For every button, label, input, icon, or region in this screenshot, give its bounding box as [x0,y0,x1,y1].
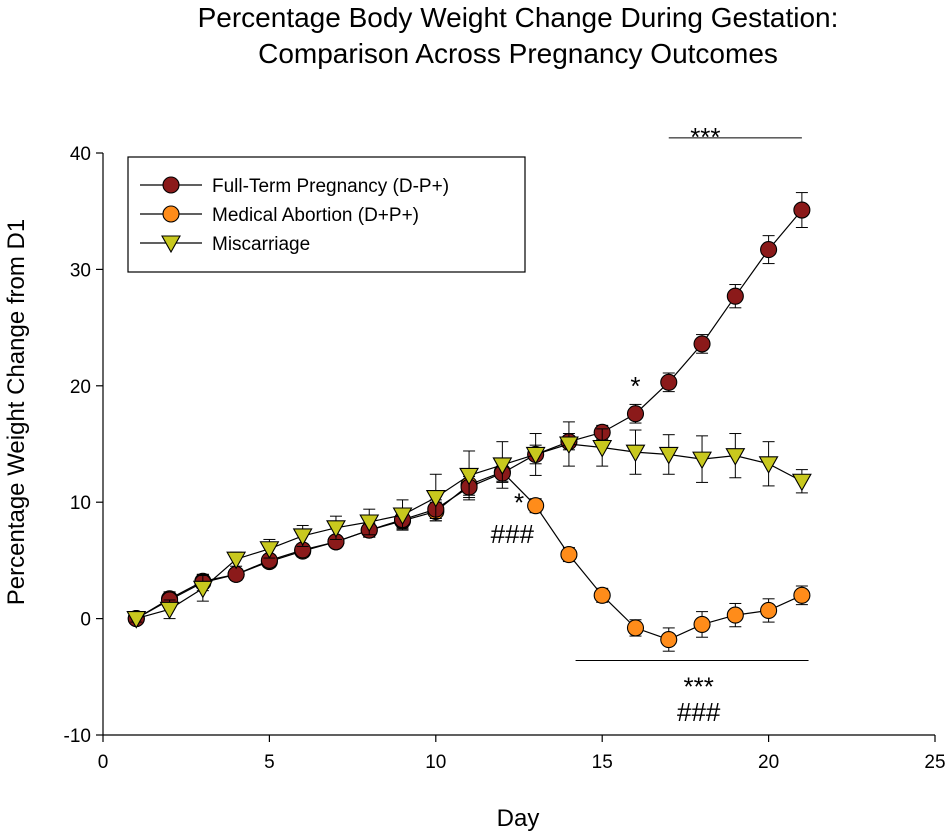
data-point [760,241,778,259]
x-tick-label: 5 [264,752,275,773]
data-point [259,541,280,559]
data-point [791,473,812,492]
data-point [459,467,480,486]
data-point [525,446,546,465]
data-point [558,436,579,455]
legend-label: Miscarriage [212,234,310,255]
data-point [626,405,645,423]
data-point [527,497,545,515]
data-point [725,448,746,466]
data-point [693,335,711,353]
data-point [793,586,811,604]
data-point [192,580,213,599]
legend-marker [162,176,180,194]
y-axis-label: Percentage Weight Change from D1 [3,219,30,605]
data-point [660,631,678,649]
data-point [692,451,712,470]
significance-mark: *** [684,671,714,701]
data-point [425,489,446,508]
y-tick-label: -10 [64,726,91,747]
chart-title-line-2: Comparison Across Pregnancy Outcomes [258,38,778,69]
data-point [392,507,413,526]
data-point [625,444,646,463]
data-point [326,520,346,538]
legend-marker [161,235,181,254]
data-point [592,439,613,458]
chart-title-line-1: Percentage Body Weight Change During Ges… [198,2,839,33]
significance-mark: ### [491,519,535,549]
data-point [658,446,679,465]
significance-annotations: **###******### [491,122,809,727]
y-tick-label: 40 [70,144,91,165]
significance-mark: * [514,488,524,518]
series-miscarriage [126,421,812,629]
x-tick-label: 25 [924,752,945,773]
significance-mark: *** [690,122,720,152]
x-axis-label: Day [497,805,540,832]
data-point [726,606,744,624]
y-tick-label: 0 [80,610,91,631]
data-point [793,201,811,219]
x-tick-label: 10 [425,752,446,773]
data-point [660,373,678,391]
x-tick-label: 20 [758,752,779,773]
legend: Full-Term Pregnancy (D-P+) Medical Aborti… [127,156,526,273]
legend-label: Full-Term Pregnancy (D-P+) [212,176,449,197]
data-point [292,528,313,547]
legend-marker [162,205,180,223]
axes: 0 5 10 15 20 25 -10 0 10 20 30 40 [64,144,946,773]
data-point [126,611,147,629]
y-tick-label: 30 [70,260,91,281]
x-tick-label: 0 [98,752,109,773]
x-tick-label: 15 [592,752,613,773]
significance-mark: ### [677,697,721,727]
data-point [758,456,779,474]
data-point [492,457,513,476]
y-tick-label: 20 [70,377,91,398]
data-point [626,619,645,637]
data-point [560,546,578,564]
data-point [726,287,744,305]
data-point [226,551,247,570]
y-tick-label: 10 [70,493,91,514]
data-point [159,601,180,620]
data-point [593,586,611,604]
data-point [760,601,778,620]
legend-label: Medical Abortion (D+P+) [212,205,419,226]
data-series [126,192,812,652]
significance-mark: * [630,371,640,401]
data-point [693,615,711,633]
data-point [359,514,380,533]
